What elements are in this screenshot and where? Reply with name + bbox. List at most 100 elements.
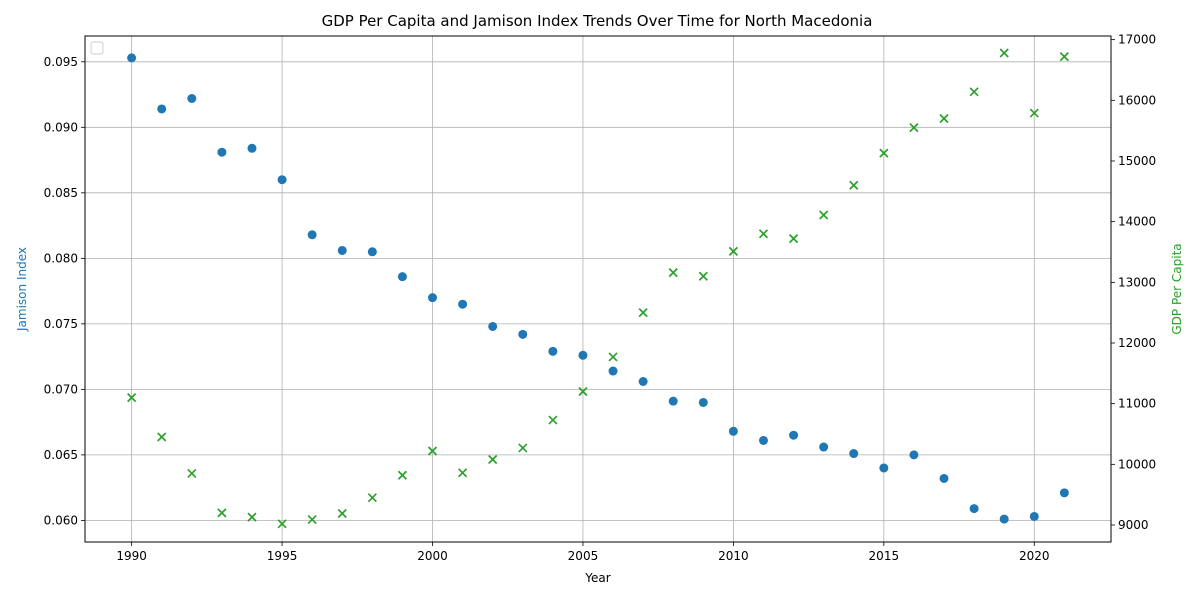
left-tick-label: 0.065 (44, 448, 78, 462)
grid-lines (85, 36, 1111, 542)
gdp-point (397, 470, 408, 480)
x-tick-label: 2005 (568, 549, 599, 563)
jamison-point (277, 175, 287, 185)
jamison-point (668, 396, 678, 406)
jamison-point (698, 397, 708, 407)
legend-box (90, 41, 104, 55)
jamison-point (879, 463, 889, 473)
left-tick-label: 0.095 (44, 55, 78, 69)
jamison-point (758, 435, 768, 445)
gdp-point (578, 386, 588, 397)
x-tick-label: 1995 (267, 549, 298, 563)
right-tick-label: 9000 (1118, 518, 1149, 532)
right-tick-label: 17000 (1118, 33, 1156, 47)
jamison-point (397, 272, 407, 282)
jamison-point (728, 426, 738, 436)
right-tick-label: 12000 (1118, 336, 1156, 350)
jamison-point (548, 346, 558, 356)
jamison-point (518, 329, 528, 339)
gdp-point (969, 87, 979, 97)
jamison-point (187, 93, 197, 103)
jamison-point (608, 366, 618, 376)
gdp-point (157, 432, 167, 442)
jamison-point (969, 504, 979, 514)
gdp-point (367, 493, 377, 503)
jamison-point (1059, 488, 1069, 498)
left-tick-label: 0.085 (44, 186, 78, 200)
jamison-point (999, 514, 1009, 524)
gdp-point (788, 234, 799, 244)
left-tick-label: 0.075 (44, 317, 78, 331)
gdp-point (638, 308, 648, 318)
jamison-point (157, 104, 167, 114)
x-axis-ticks: 1990 1995 2000 2005 2010 2015 2020 (116, 542, 1050, 563)
jamison-point (458, 299, 468, 309)
jamison-point (789, 430, 799, 440)
gdp-point (518, 443, 528, 453)
right-tick-label: 10000 (1118, 457, 1156, 471)
x-axis-title: Year (584, 571, 610, 585)
gdp-series (127, 48, 1069, 529)
left-tick-label: 0.060 (44, 513, 78, 527)
gdp-point (458, 468, 468, 478)
left-axis-title: Jamison Index (15, 247, 29, 332)
jamison-point (1029, 511, 1039, 521)
gdp-point (909, 123, 919, 133)
gdp-point (277, 519, 287, 529)
right-tick-label: 16000 (1118, 93, 1156, 107)
gdp-point (337, 508, 347, 519)
left-tick-label: 0.070 (44, 382, 78, 396)
jamison-point (428, 293, 438, 303)
right-tick-label: 15000 (1118, 154, 1156, 168)
jamison-point (488, 321, 498, 331)
gdp-point (127, 393, 137, 403)
gdp-point (307, 514, 317, 525)
right-tick-label: 13000 (1118, 275, 1156, 289)
gdp-point (698, 271, 708, 281)
jamison-point (307, 230, 317, 240)
right-axis-ticks: 9000 10000 11000 12000 13000 14000 15000 16000 1… (1111, 33, 1156, 532)
jamison-point (247, 143, 257, 153)
x-tick-label: 2010 (718, 549, 749, 563)
right-tick-label: 14000 (1118, 215, 1156, 229)
x-tick-label: 2015 (869, 549, 900, 563)
gdp-point (728, 246, 738, 256)
jamison-point (909, 450, 919, 460)
x-tick-label: 1990 (116, 549, 147, 563)
gdp-point (939, 113, 949, 124)
jamison-point (638, 377, 648, 387)
plot-frame (84, 35, 1112, 543)
gdp-point (488, 454, 498, 465)
left-tick-label: 0.090 (44, 120, 78, 134)
right-tick-label: 11000 (1118, 397, 1156, 411)
gdp-point (999, 48, 1009, 58)
jamison-point (939, 473, 949, 483)
gdp-point (548, 415, 558, 425)
gdp-point (427, 446, 438, 456)
right-axis-title: GDP Per Capita (1170, 243, 1184, 334)
gdp-point (819, 210, 829, 220)
gdp-point (1059, 52, 1069, 62)
jamison-point (217, 147, 227, 157)
jamison-point (367, 247, 377, 257)
jamison-point (849, 449, 859, 459)
gdp-point (217, 508, 227, 518)
jamison-point (127, 53, 137, 63)
gdp-point (849, 180, 859, 190)
jamison-point (578, 350, 588, 360)
chart-title: GDP Per Capita and Jamison Index Trends … (322, 12, 873, 30)
jamison-series (127, 53, 1069, 524)
left-axis-ticks: 0.060 0.065 0.070 0.075 0.080 0.085 0.090 0.095 (44, 55, 85, 527)
gdp-point (608, 352, 618, 362)
x-tick-label: 2020 (1019, 549, 1050, 563)
gdp-point (1029, 108, 1039, 118)
gdp-point (879, 148, 889, 158)
jamison-point (337, 245, 347, 255)
left-tick-label: 0.080 (44, 251, 78, 265)
gdp-point (668, 268, 678, 278)
x-tick-label: 2000 (417, 549, 448, 563)
gdp-point (187, 468, 197, 479)
jamison-point (819, 442, 829, 452)
